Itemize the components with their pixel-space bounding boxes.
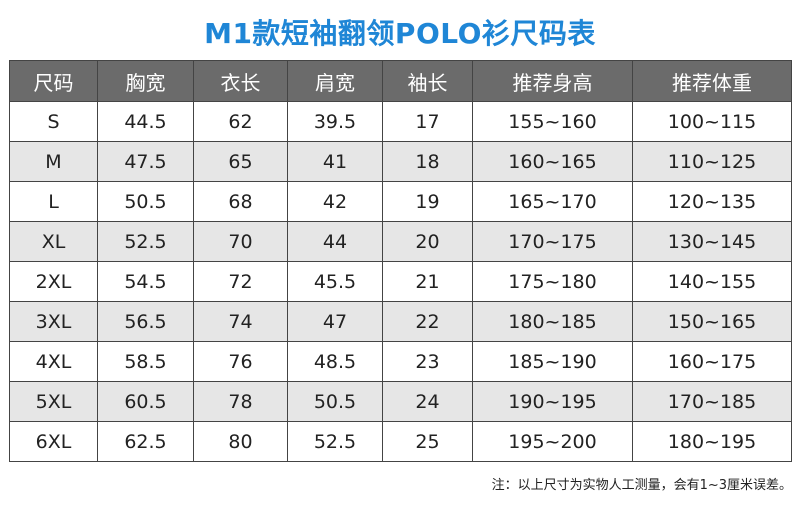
table-cell: 185~190 bbox=[472, 341, 633, 382]
table-cell: 78 bbox=[193, 381, 288, 422]
table-cell: 76 bbox=[193, 341, 288, 382]
footnote: 注：以上尺寸为实物人工测量，会有1~3厘米误差。 bbox=[491, 478, 792, 493]
table-cell: 58.5 bbox=[97, 341, 194, 382]
table-cell: 180~185 bbox=[472, 301, 633, 342]
table-row: M 47.5 65 41 18 160~165 110~125 bbox=[9, 141, 792, 182]
table-cell: L bbox=[9, 181, 98, 222]
table-cell: 74 bbox=[193, 301, 288, 342]
table-row: 6XL 62.5 80 52.5 25 195~200 180~195 bbox=[9, 421, 792, 462]
header-recommended-height: 推荐身高 bbox=[472, 60, 633, 102]
header-chest-width: 胸宽 bbox=[97, 60, 194, 102]
table-cell: 24 bbox=[382, 381, 473, 422]
table-cell: 65 bbox=[193, 141, 288, 182]
table-cell: 23 bbox=[382, 341, 473, 382]
table-cell: 44 bbox=[287, 221, 383, 262]
table-cell: 80 bbox=[193, 421, 288, 462]
header-length: 衣长 bbox=[193, 60, 288, 102]
table-cell: 3XL bbox=[9, 301, 98, 342]
table-row: 2XL 54.5 72 45.5 21 175~180 140~155 bbox=[9, 261, 792, 302]
table-cell: 39.5 bbox=[287, 101, 383, 142]
table-cell: 120~135 bbox=[632, 181, 792, 222]
table-cell: 70 bbox=[193, 221, 288, 262]
table-cell: M bbox=[9, 141, 98, 182]
table-cell: 42 bbox=[287, 181, 383, 222]
table-cell: 62 bbox=[193, 101, 288, 142]
table-cell: 175~180 bbox=[472, 261, 633, 302]
table-cell: 47.5 bbox=[97, 141, 194, 182]
table-cell: S bbox=[9, 101, 98, 142]
table-cell: XL bbox=[9, 221, 98, 262]
table-cell: 18 bbox=[382, 141, 473, 182]
table-cell: 21 bbox=[382, 261, 473, 302]
table-row: 3XL 56.5 74 47 22 180~185 150~165 bbox=[9, 301, 792, 342]
table-cell: 195~200 bbox=[472, 421, 633, 462]
table-cell: 170~175 bbox=[472, 221, 633, 262]
table-cell: 22 bbox=[382, 301, 473, 342]
table-cell: 2XL bbox=[9, 261, 98, 302]
table-cell: 52.5 bbox=[97, 221, 194, 262]
header-recommended-weight: 推荐体重 bbox=[632, 60, 792, 102]
table-row: 4XL 58.5 76 48.5 23 185~190 160~175 bbox=[9, 341, 792, 382]
table-row: XL 52.5 70 44 20 170~175 130~145 bbox=[9, 221, 792, 262]
table-cell: 45.5 bbox=[287, 261, 383, 302]
page-title: M1款短袖翻领POLO衫尺码表 bbox=[204, 17, 596, 50]
table-cell: 155~160 bbox=[472, 101, 633, 142]
table-cell: 110~125 bbox=[632, 141, 792, 182]
table-cell: 130~145 bbox=[632, 221, 792, 262]
table-cell: 160~175 bbox=[632, 341, 792, 382]
table-cell: 190~195 bbox=[472, 381, 633, 422]
table-cell: 4XL bbox=[9, 341, 98, 382]
table-cell: 160~165 bbox=[472, 141, 633, 182]
table-cell: 5XL bbox=[9, 381, 98, 422]
table-cell: 48.5 bbox=[287, 341, 383, 382]
table-row: S 44.5 62 39.5 17 155~160 100~115 bbox=[9, 101, 792, 142]
table-cell: 52.5 bbox=[287, 421, 383, 462]
table-cell: 100~115 bbox=[632, 101, 792, 142]
table-cell: 54.5 bbox=[97, 261, 194, 302]
header-size: 尺码 bbox=[9, 60, 98, 102]
table-row: L 50.5 68 42 19 165~170 120~135 bbox=[9, 181, 792, 222]
table-cell: 50.5 bbox=[287, 381, 383, 422]
table-cell: 56.5 bbox=[97, 301, 194, 342]
table-cell: 140~155 bbox=[632, 261, 792, 302]
header-shoulder-width: 肩宽 bbox=[287, 60, 383, 102]
table-cell: 170~185 bbox=[632, 381, 792, 422]
table-row: 5XL 60.5 78 50.5 24 190~195 170~185 bbox=[9, 381, 792, 422]
table-cell: 150~165 bbox=[632, 301, 792, 342]
table-header-row: 尺码 胸宽 衣长 肩宽 袖长 推荐身高 推荐体重 bbox=[9, 60, 792, 102]
table-cell: 20 bbox=[382, 221, 473, 262]
table-cell: 25 bbox=[382, 421, 473, 462]
table-cell: 50.5 bbox=[97, 181, 194, 222]
size-chart-table: 尺码 胸宽 衣长 肩宽 袖长 推荐身高 推荐体重 S 44.5 62 39.5 … bbox=[9, 60, 792, 462]
table-cell: 6XL bbox=[9, 421, 98, 462]
table-cell: 72 bbox=[193, 261, 288, 302]
table-cell: 44.5 bbox=[97, 101, 194, 142]
header-sleeve-length: 袖长 bbox=[382, 60, 473, 102]
table-cell: 60.5 bbox=[97, 381, 194, 422]
table-cell: 180~195 bbox=[632, 421, 792, 462]
table-cell: 19 bbox=[382, 181, 473, 222]
table-cell: 47 bbox=[287, 301, 383, 342]
table-cell: 165~170 bbox=[472, 181, 633, 222]
table-cell: 17 bbox=[382, 101, 473, 142]
table-cell: 41 bbox=[287, 141, 383, 182]
table-cell: 62.5 bbox=[97, 421, 194, 462]
table-cell: 68 bbox=[193, 181, 288, 222]
